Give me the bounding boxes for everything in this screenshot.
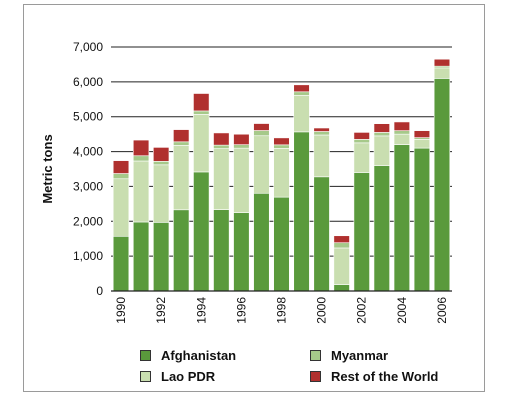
bar-1994-rest-of-the-world bbox=[193, 93, 210, 112]
legend-lao-pdr-swatch bbox=[140, 371, 151, 382]
bar-2005-lao-pdr bbox=[413, 139, 431, 149]
y-tick-label: 3,000 bbox=[73, 179, 103, 193]
x-tick-label-2006: 2006 bbox=[435, 297, 449, 324]
legend-rest-of-world-swatch bbox=[310, 371, 321, 382]
bar-2001-afghanistan bbox=[333, 284, 350, 292]
bar-1998-myanmar bbox=[273, 144, 290, 149]
bar-1993-rest-of-the-world bbox=[173, 129, 190, 143]
bar-1991-rest-of-the-world bbox=[132, 139, 150, 157]
bar-1999-lao-pdr bbox=[293, 94, 310, 133]
bar-1998-afghanistan bbox=[273, 196, 290, 292]
bar-1998-lao-pdr bbox=[273, 148, 290, 198]
bar-2004-rest-of-the-world bbox=[393, 121, 410, 131]
bar-1992-rest-of-the-world bbox=[153, 147, 170, 162]
bar-1995-myanmar bbox=[213, 144, 230, 149]
bar-1996-afghanistan bbox=[233, 212, 250, 292]
bar-1991-lao-pdr bbox=[132, 160, 150, 223]
bar-2002-lao-pdr bbox=[353, 142, 370, 173]
bar-2004-afghanistan bbox=[393, 144, 410, 292]
bar-2002-rest-of-the-world bbox=[353, 132, 370, 140]
x-tick-label-1992: 1992 bbox=[154, 297, 168, 324]
bar-1995-rest-of-the-world bbox=[213, 132, 230, 146]
bar-1993-afghanistan bbox=[173, 209, 190, 292]
bar-1992-lao-pdr bbox=[153, 164, 170, 223]
x-tick-label-1990: 1990 bbox=[114, 297, 128, 324]
bar-2003-lao-pdr bbox=[373, 135, 390, 166]
bar-2000-myanmar bbox=[313, 131, 330, 136]
bar-1994-afghanistan bbox=[193, 171, 210, 292]
bar-2004-myanmar bbox=[393, 130, 410, 135]
legend-afghanistan-swatch bbox=[140, 350, 151, 361]
legend-afghanistan: Afghanistan bbox=[140, 348, 236, 363]
legend-lao-pdr: Lao PDR bbox=[140, 369, 215, 384]
bar-2004-lao-pdr bbox=[393, 133, 410, 145]
y-tick-label: 0 bbox=[96, 284, 103, 298]
y-tick-label: 5,000 bbox=[73, 110, 103, 124]
bar-1995-afghanistan bbox=[213, 209, 230, 292]
y-tick-label: 1,000 bbox=[73, 249, 103, 263]
legend-rest-of-world-label: Rest of the World bbox=[331, 369, 439, 384]
bar-2001-rest-of-the-world bbox=[333, 235, 350, 244]
chart-frame: 0 1,000 2,000 3,000 4,000 5,000 6,000 7,000 Metr… bbox=[23, 4, 485, 392]
bar-1991-myanmar bbox=[132, 155, 150, 162]
legend-afghanistan-label: Afghanistan bbox=[161, 348, 237, 363]
x-tick-label-2002: 2002 bbox=[355, 297, 369, 324]
bar-1993-myanmar bbox=[173, 141, 190, 146]
bar-1990-afghanistan bbox=[112, 235, 130, 292]
bar-1996-lao-pdr bbox=[233, 147, 250, 213]
x-tick-label-1998: 1998 bbox=[275, 297, 289, 324]
bar-1999-myanmar bbox=[293, 91, 310, 96]
legend-rest-of-world: Rest of the World bbox=[310, 369, 438, 384]
bar-2003-myanmar bbox=[373, 132, 390, 137]
bar-2006-rest-of-the-world bbox=[433, 58, 451, 67]
bar-2003-afghanistan bbox=[373, 165, 390, 292]
bar-1999-rest-of-the-world bbox=[293, 84, 310, 93]
x-tick-label-2004: 2004 bbox=[395, 297, 409, 324]
bar-1990-myanmar bbox=[112, 173, 130, 180]
bar-1992-afghanistan bbox=[153, 222, 170, 292]
bar-2002-myanmar bbox=[353, 139, 370, 144]
bar-1990-rest-of-the-world bbox=[112, 160, 130, 174]
bar-1996-myanmar bbox=[233, 144, 250, 149]
bar-1995-lao-pdr bbox=[213, 148, 230, 210]
legend-myanmar: Myanmar bbox=[310, 348, 388, 363]
x-tick-label-2000: 2000 bbox=[315, 297, 329, 324]
bar-2000-rest-of-the-world bbox=[313, 127, 330, 132]
bar-1991-afghanistan bbox=[132, 221, 150, 292]
y-tick-label: 2,000 bbox=[73, 214, 103, 228]
bar-2002-afghanistan bbox=[353, 172, 370, 292]
x-tick-label-1996: 1996 bbox=[234, 297, 248, 324]
bar-2005-rest-of-the-world bbox=[413, 130, 431, 138]
bar-1993-lao-pdr bbox=[173, 144, 190, 211]
chart-svg: 0 1,000 2,000 3,000 4,000 5,000 6,000 7,000 Metr… bbox=[40, 40, 452, 324]
y-tick-label: 7,000 bbox=[73, 40, 103, 54]
bar-1994-lao-pdr bbox=[193, 114, 210, 173]
bar-2000-afghanistan bbox=[313, 176, 330, 292]
bar-2003-rest-of-the-world bbox=[373, 123, 390, 133]
bar-2000-lao-pdr bbox=[313, 134, 330, 178]
bar-1997-lao-pdr bbox=[253, 135, 270, 194]
legend-lao-pdr-label: Lao PDR bbox=[161, 369, 216, 384]
legend: Afghanistan Myanmar Lao PDR Rest of the … bbox=[140, 348, 480, 388]
bar-2006-lao-pdr bbox=[433, 67, 451, 79]
y-tick-label: 6,000 bbox=[73, 75, 103, 89]
bar-1992-myanmar bbox=[153, 161, 170, 166]
bar-1998-rest-of-the-world bbox=[273, 137, 290, 146]
y-axis-label: Metric tons bbox=[40, 134, 55, 203]
bar-1999-afghanistan bbox=[293, 131, 310, 292]
y-tick-label: 4,000 bbox=[73, 145, 103, 159]
bar-2006-afghanistan bbox=[433, 78, 451, 292]
bar-1990-lao-pdr bbox=[112, 178, 130, 237]
bar-1994-myanmar bbox=[193, 110, 210, 115]
bar-1997-rest-of-the-world bbox=[253, 123, 270, 131]
bar-2001-myanmar bbox=[333, 242, 350, 249]
bar-2005-afghanistan bbox=[413, 147, 431, 292]
legend-myanmar-swatch bbox=[310, 350, 321, 361]
bar-1997-afghanistan bbox=[253, 192, 270, 292]
bar-2001-lao-pdr bbox=[333, 247, 350, 285]
x-tick-label-1994: 1994 bbox=[194, 297, 208, 324]
legend-myanmar-label: Myanmar bbox=[331, 348, 389, 363]
bar-1996-rest-of-the-world bbox=[233, 133, 250, 145]
bar-1997-myanmar bbox=[253, 130, 270, 137]
